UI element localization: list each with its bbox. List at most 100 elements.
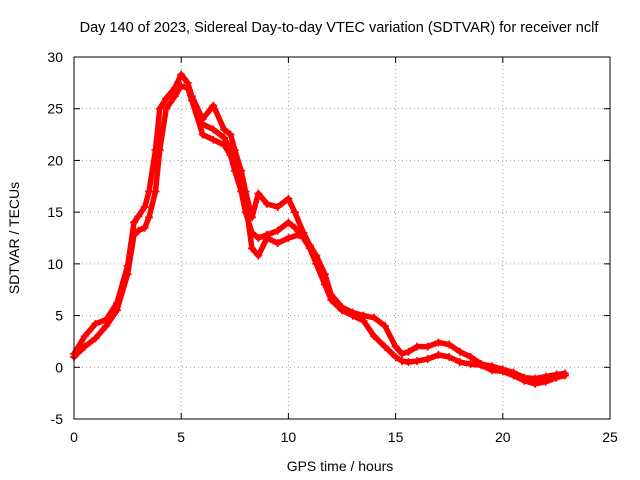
data-point bbox=[170, 84, 179, 93]
data-point bbox=[162, 94, 171, 103]
data-point bbox=[198, 120, 207, 129]
data-point bbox=[187, 92, 196, 101]
data-point bbox=[327, 290, 336, 299]
data-point bbox=[423, 342, 432, 351]
data-point bbox=[320, 270, 329, 279]
data-point bbox=[455, 358, 464, 367]
data-point bbox=[284, 218, 293, 227]
data-point bbox=[290, 223, 299, 232]
series-band bbox=[199, 121, 302, 259]
x-tick-label: 25 bbox=[602, 429, 618, 445]
x-tick-label: 5 bbox=[177, 429, 185, 445]
data-point bbox=[91, 334, 100, 343]
data-point bbox=[155, 104, 164, 113]
data-point bbox=[434, 350, 443, 359]
data-point bbox=[290, 208, 299, 217]
data-point bbox=[413, 342, 422, 351]
data-point bbox=[380, 321, 389, 330]
data-point bbox=[254, 234, 263, 242]
data-point bbox=[498, 365, 507, 374]
data-point bbox=[226, 146, 235, 155]
data-point bbox=[445, 352, 454, 361]
data-point bbox=[262, 199, 271, 208]
data-point bbox=[434, 338, 443, 347]
x-tick-label: 20 bbox=[495, 429, 511, 445]
data-point bbox=[509, 368, 518, 377]
data-point bbox=[404, 358, 413, 367]
data-point bbox=[391, 342, 400, 351]
data-point bbox=[140, 202, 149, 211]
y-tick-label: 20 bbox=[47, 152, 63, 168]
data-point bbox=[477, 360, 486, 369]
data-point bbox=[398, 349, 407, 358]
y-axis: -5 0 5 10 15 20 25 30 bbox=[47, 49, 610, 427]
data-point bbox=[413, 357, 422, 366]
data-point bbox=[102, 315, 111, 324]
data-point bbox=[241, 197, 250, 206]
data-point bbox=[520, 373, 529, 382]
y-tick-label: 0 bbox=[55, 359, 63, 375]
data-point bbox=[284, 194, 293, 203]
data-point bbox=[170, 92, 179, 101]
data-point bbox=[391, 352, 400, 361]
plot-frame bbox=[73, 56, 611, 420]
x-axis: 0 5 10 15 20 25 bbox=[70, 57, 618, 445]
data-point bbox=[123, 261, 132, 270]
data-point bbox=[560, 369, 569, 378]
x-tick-label: 15 bbox=[388, 429, 404, 445]
data-point bbox=[145, 187, 154, 196]
y-axis-label: SDTVAR / TECUs bbox=[6, 182, 22, 294]
data-point bbox=[284, 234, 293, 242]
data-point bbox=[338, 303, 346, 312]
data-point bbox=[530, 374, 539, 383]
series-track-c bbox=[198, 120, 304, 260]
y-tick-label: 25 bbox=[47, 101, 63, 117]
series-band bbox=[71, 83, 568, 387]
data-point bbox=[305, 241, 314, 250]
data-point bbox=[130, 218, 139, 227]
data-point bbox=[488, 362, 497, 371]
series-track-a bbox=[70, 81, 569, 388]
data-point bbox=[209, 125, 218, 134]
y-tick-label: 5 bbox=[55, 308, 63, 324]
data-point bbox=[398, 357, 407, 366]
data-point bbox=[380, 342, 389, 351]
x-axis-label: GPS time / hours bbox=[287, 458, 394, 474]
data-point bbox=[404, 347, 413, 356]
data-point bbox=[220, 133, 229, 142]
data-point bbox=[295, 230, 304, 239]
data-point bbox=[312, 251, 321, 260]
data-point bbox=[552, 370, 561, 379]
data-point bbox=[273, 239, 282, 248]
grid-lines bbox=[74, 57, 610, 419]
data-point bbox=[177, 70, 186, 79]
data-point bbox=[140, 223, 149, 232]
y-tick-label: 10 bbox=[47, 256, 63, 272]
data-point bbox=[134, 212, 143, 221]
x-tick-label: 10 bbox=[281, 429, 297, 445]
data-point bbox=[466, 352, 475, 361]
data-point bbox=[273, 202, 282, 211]
data-point bbox=[91, 319, 100, 328]
data-point bbox=[209, 101, 218, 110]
data-point bbox=[220, 125, 229, 134]
data-point bbox=[445, 340, 454, 349]
data-point bbox=[209, 135, 218, 144]
data-point bbox=[112, 299, 121, 308]
data-point bbox=[254, 189, 263, 198]
data-point bbox=[134, 226, 143, 235]
data-point bbox=[183, 78, 192, 87]
data-point bbox=[232, 161, 241, 170]
x-tick-label: 0 bbox=[70, 429, 78, 445]
data-point bbox=[262, 234, 271, 242]
data-point bbox=[145, 213, 154, 222]
data-point bbox=[151, 146, 160, 155]
data-point bbox=[359, 311, 368, 320]
data-point bbox=[370, 313, 379, 322]
y-tick-label: -5 bbox=[51, 411, 64, 427]
data-point bbox=[423, 355, 432, 364]
data-point bbox=[466, 360, 475, 369]
data-point bbox=[247, 244, 256, 253]
data-point bbox=[273, 226, 282, 235]
